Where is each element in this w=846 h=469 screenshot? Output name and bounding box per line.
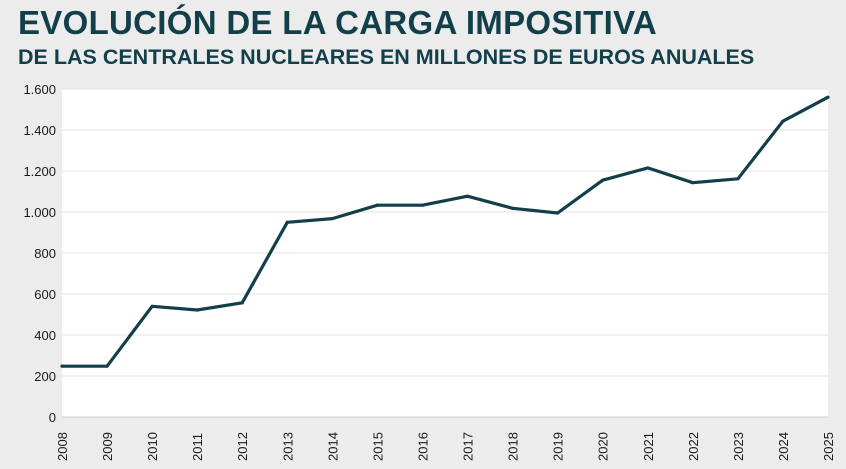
data-point-2014 [330, 216, 334, 221]
x-tick-label: 2024 [776, 432, 791, 461]
x-tick-label: 2015 [370, 432, 385, 461]
x-tick-label: 2008 [55, 432, 70, 461]
x-tick-label: 2021 [641, 432, 656, 461]
x-tick-label: 2022 [686, 432, 701, 461]
x-tick-label: 2012 [235, 432, 250, 461]
data-point-2016 [420, 203, 425, 207]
x-tick-label: 2018 [506, 432, 521, 461]
x-tick-label: 2019 [551, 432, 566, 461]
y-tick-label: 1.200 [23, 164, 56, 179]
y-tick-label: 0 [49, 410, 56, 425]
y-tick-label: 800 [34, 246, 56, 261]
data-points [60, 95, 830, 368]
x-tick-label: 2011 [190, 433, 205, 461]
series-line [62, 95, 829, 368]
data-point-2025 [826, 95, 830, 99]
x-tick-label: 2014 [325, 432, 340, 461]
x-tick-label: 2010 [145, 432, 160, 461]
y-tick-label: 1.400 [23, 123, 56, 138]
x-tick-label: 2020 [596, 432, 611, 461]
data-point-2019 [556, 211, 560, 215]
data-point-2021 [646, 166, 650, 170]
x-tick-label: 2023 [731, 432, 746, 461]
data-point-2023 [736, 177, 740, 181]
y-tick-label: 200 [34, 369, 56, 384]
y-tick-label: 1.600 [23, 82, 56, 97]
data-point-2009 [105, 364, 109, 368]
data-point-2015 [375, 203, 380, 207]
chart-title: EVOLUCIÓN DE LA CARGA IMPOSITIVA [18, 4, 658, 41]
x-tick-label: 2025 [821, 432, 836, 461]
data-point-2018 [510, 206, 515, 210]
x-tick-label: 2016 [415, 432, 430, 461]
data-point-2012 [240, 301, 244, 305]
y-tick-label: 400 [34, 328, 56, 343]
data-point-2020 [601, 178, 605, 182]
data-point-2008 [60, 364, 64, 368]
x-tick-label: 2009 [100, 432, 115, 461]
data-point-2010 [150, 304, 154, 308]
data-point-2022 [691, 181, 695, 185]
data-point-2011 [195, 308, 199, 312]
data-point-2017 [465, 194, 470, 198]
y-tick-label: 600 [34, 287, 56, 302]
y-tick-label: 1.000 [23, 205, 56, 220]
y-axis-ticks: 0 200 400 600 800 1.000 1.200 1.400 1.600 [23, 82, 56, 425]
x-tick-label: 2017 [461, 432, 476, 461]
data-point-2024 [781, 119, 785, 123]
chart-subtitle: DE LAS CENTRALES NUCLEARES EN MILLONES D… [18, 45, 755, 69]
x-axis-ticks: 2008 2009 2010 2011 2012 2013 2014 2015 2016 2017… [55, 432, 836, 461]
grid-lines [62, 88, 828, 418]
data-point-2013 [285, 220, 289, 224]
x-tick-label: 2013 [280, 432, 295, 461]
